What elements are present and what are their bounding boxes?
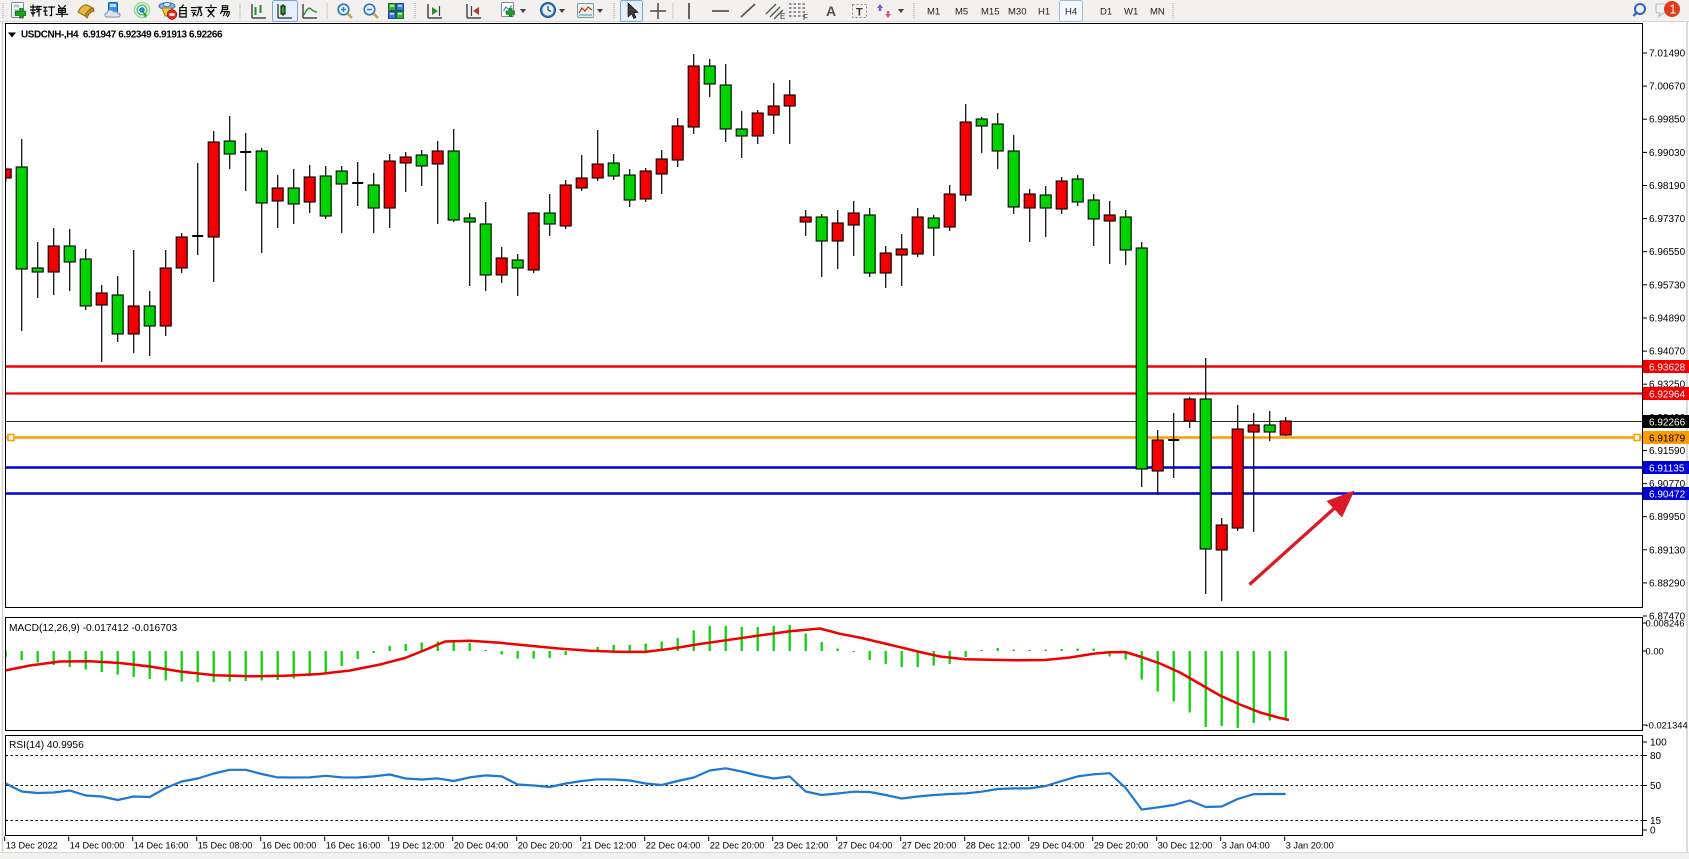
svg-text:7.01490: 7.01490 bbox=[1649, 49, 1686, 60]
svg-text:22 Dec 20:00: 22 Dec 20:00 bbox=[710, 841, 765, 851]
svg-text:13 Dec 2022: 13 Dec 2022 bbox=[6, 841, 58, 851]
svg-text:6.89950: 6.89950 bbox=[1649, 512, 1686, 523]
svg-text:3 Jan 20:00: 3 Jan 20:00 bbox=[1286, 841, 1334, 851]
svg-text:19 Dec 12:00: 19 Dec 12:00 bbox=[390, 841, 445, 851]
svg-text:6.94890: 6.94890 bbox=[1649, 314, 1686, 325]
svg-text:A: A bbox=[826, 3, 836, 19]
svg-text:M5: M5 bbox=[955, 7, 968, 18]
svg-text:7.00670: 7.00670 bbox=[1649, 82, 1686, 93]
svg-text:M15: M15 bbox=[981, 7, 999, 18]
svg-text:27 Dec 20:00: 27 Dec 20:00 bbox=[902, 841, 957, 851]
svg-text:30 Dec 12:00: 30 Dec 12:00 bbox=[1158, 841, 1213, 851]
svg-text:6.93250: 6.93250 bbox=[1649, 380, 1686, 391]
svg-text:M1: M1 bbox=[927, 7, 940, 18]
svg-text:H1: H1 bbox=[1038, 7, 1050, 18]
svg-text:6.91135: 6.91135 bbox=[1649, 463, 1685, 474]
svg-text:80: 80 bbox=[1650, 751, 1662, 762]
svg-text:14 Dec 00:00: 14 Dec 00:00 bbox=[70, 841, 125, 851]
svg-text:RSI(14) 40.9956: RSI(14) 40.9956 bbox=[9, 740, 84, 751]
svg-text:6.90770: 6.90770 bbox=[1649, 479, 1686, 490]
svg-text:6.91879: 6.91879 bbox=[1649, 433, 1686, 444]
svg-text:27 Dec 04:00: 27 Dec 04:00 bbox=[838, 841, 893, 851]
svg-text:3 Jan 04:00: 3 Jan 04:00 bbox=[1222, 841, 1270, 851]
svg-text:USDCNH-,H4 6.91947 6.92349 6.: USDCNH-,H4 6.91947 6.92349 6.91913 6.922… bbox=[21, 30, 223, 41]
svg-text:14 Dec 16:00: 14 Dec 16:00 bbox=[134, 841, 189, 851]
svg-text:22 Dec 04:00: 22 Dec 04:00 bbox=[646, 841, 701, 851]
svg-text:MN: MN bbox=[1150, 7, 1165, 18]
svg-text:W1: W1 bbox=[1124, 7, 1138, 18]
svg-text:16 Dec 00:00: 16 Dec 00:00 bbox=[262, 841, 317, 851]
svg-text:6.97370: 6.97370 bbox=[1649, 214, 1686, 225]
svg-text:16 Dec 16:00: 16 Dec 16:00 bbox=[326, 841, 381, 851]
svg-text:29 Dec 20:00: 29 Dec 20:00 bbox=[1094, 841, 1149, 851]
svg-text:15 Dec 08:00: 15 Dec 08:00 bbox=[198, 841, 253, 851]
svg-text:100: 100 bbox=[1650, 738, 1667, 749]
svg-text:6.98190: 6.98190 bbox=[1649, 181, 1686, 192]
svg-text:29 Dec 04:00: 29 Dec 04:00 bbox=[1030, 841, 1085, 851]
svg-text:-0.021344: -0.021344 bbox=[1646, 720, 1688, 731]
svg-text:T: T bbox=[856, 7, 863, 19]
svg-text:50: 50 bbox=[1650, 781, 1662, 792]
svg-text:6.90472: 6.90472 bbox=[1649, 489, 1686, 500]
svg-text:28 Dec 12:00: 28 Dec 12:00 bbox=[966, 841, 1021, 851]
svg-text:23 Dec 12:00: 23 Dec 12:00 bbox=[774, 841, 829, 851]
svg-text:6.89130: 6.89130 bbox=[1649, 545, 1686, 556]
svg-text:20 Dec 20:00: 20 Dec 20:00 bbox=[518, 841, 573, 851]
svg-text:H4: H4 bbox=[1065, 7, 1077, 18]
svg-text:0.008246: 0.008246 bbox=[1646, 618, 1685, 629]
svg-text:6.87470: 6.87470 bbox=[1649, 612, 1686, 623]
svg-text:D1: D1 bbox=[1100, 7, 1112, 18]
svg-text:20 Dec 04:00: 20 Dec 04:00 bbox=[454, 841, 509, 851]
svg-text:6.92964: 6.92964 bbox=[1649, 389, 1686, 400]
svg-text:6.99030: 6.99030 bbox=[1649, 148, 1686, 159]
svg-text:6.99850: 6.99850 bbox=[1649, 115, 1686, 126]
svg-text:MACD(12,26,9) -0.017412 -0.016: MACD(12,26,9) -0.017412 -0.016703 bbox=[9, 623, 178, 634]
svg-text:15: 15 bbox=[1650, 816, 1662, 827]
svg-text:6.88290: 6.88290 bbox=[1649, 578, 1686, 589]
svg-text:6.96550: 6.96550 bbox=[1649, 247, 1686, 258]
svg-text:M30: M30 bbox=[1008, 7, 1026, 18]
svg-text:0.00: 0.00 bbox=[1646, 646, 1664, 657]
svg-text:6.94070: 6.94070 bbox=[1649, 347, 1686, 358]
svg-text:6.95730: 6.95730 bbox=[1649, 280, 1686, 291]
svg-text:0: 0 bbox=[1650, 826, 1656, 837]
svg-text:6.91590: 6.91590 bbox=[1649, 446, 1686, 457]
svg-text:F: F bbox=[803, 13, 808, 22]
svg-text:6.93628: 6.93628 bbox=[1649, 362, 1686, 373]
svg-text:6.92266: 6.92266 bbox=[1649, 417, 1686, 428]
svg-text:21 Dec 12:00: 21 Dec 12:00 bbox=[582, 841, 637, 851]
svg-text:E: E bbox=[780, 12, 785, 21]
svg-text:1: 1 bbox=[1669, 2, 1676, 16]
